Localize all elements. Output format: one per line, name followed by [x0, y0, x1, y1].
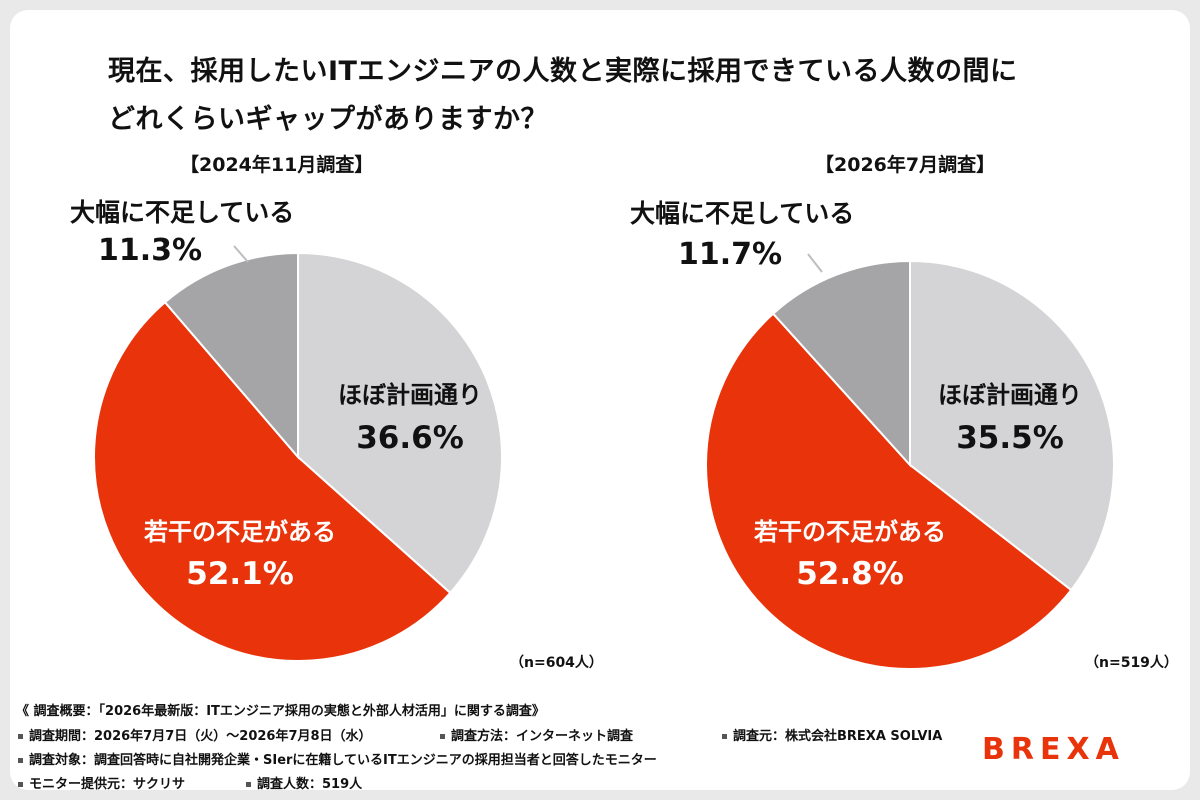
chart-2-slice-3-value: 11.7%	[678, 237, 782, 272]
footer-count-text: 調査人数：519人	[257, 777, 363, 790]
footer-target: 調査対象：調査回答時に自社開発企業・SIerに在籍しているITエンジニアの採用担…	[18, 749, 657, 768]
footer-method: 調査方法：インターネット調査	[440, 725, 633, 744]
chart-2-slice-2	[705, 312, 1073, 670]
chart-2-slice-2-value: 52.8%	[796, 556, 904, 592]
chart-2-sample-size: （n=519人）	[1085, 655, 1178, 671]
chart-1-title: 【2024年11月調査】	[180, 154, 374, 176]
footer-period-text: 調査期間：2026年7月7日（火）～2026年7月8日（水）	[29, 729, 372, 744]
chart-1-slice-2-label: 若干の不足がある	[143, 518, 336, 546]
chart-2-slice-3-label: 大幅に不足している	[630, 199, 854, 228]
chart-2-title: 【2026年7月調査】	[815, 154, 996, 176]
footer-source-text: 調査元：株式会社BREXA SOLVIA	[733, 729, 943, 744]
chart-1-slice-3-value: 11.3%	[98, 233, 202, 268]
footer-provider: モニター提供元：サクリサ	[18, 773, 185, 790]
chart-1-slice-1	[297, 251, 503, 595]
chart-2-slice-2-label: 若干の不足がある	[753, 518, 946, 546]
title-line-2: どれくらいギャップがありますか？	[108, 104, 548, 135]
footer-target-text: 調査対象：調査回答時に自社開発企業・SIerに在籍しているITエンジニアの採用担…	[29, 753, 657, 768]
page-title: 現在、採用したいITエンジニアの人数と実際に採用できている人数の間に どれくらい…	[108, 48, 1148, 144]
footer-provider-text: モニター提供元：サクリサ	[29, 777, 186, 790]
title-line-1: 現在、採用したいITエンジニアの人数と実際に採用できている人数の間に	[108, 56, 1018, 87]
chart-2-leader-line	[807, 253, 823, 273]
chart-1-slice-1-value: 36.6%	[356, 420, 464, 456]
chart-1-slice-3	[163, 251, 299, 460]
chart-2-slice-1	[909, 259, 1115, 592]
chart-1-slice-3-label: 大幅に不足している	[70, 198, 294, 227]
survey-footer: 《 調査概要：「2026年最新版：ITエンジニア採用の実態と外部人材活用」に関す…	[10, 696, 1190, 790]
footer-period: 調査期間：2026年7月7日（火）～2026年7月8日（水）	[18, 725, 372, 744]
chart-1-leader-line	[233, 245, 249, 263]
chart-2-slice-3	[771, 259, 911, 468]
brexa-logo: BREXA	[982, 732, 1125, 767]
pie-charts: ほぼ計画通り 36.6% 若干の不足がある 52.1% 大幅に不足している 11.3% ほぼ…	[70, 198, 1115, 670]
chart-1-slice-2	[93, 300, 452, 662]
infographic-card: 現在、採用したいITエンジニアの人数と実際に採用できている人数の間に どれくらい…	[10, 10, 1190, 790]
footer-overview: 《 調査概要：「2026年最新版：ITエンジニア採用の実態と外部人材活用」に関す…	[16, 704, 545, 719]
chart-1-slice-2-value: 52.1%	[186, 556, 294, 592]
footer-source: 調査元：株式会社BREXA SOLVIA	[722, 725, 942, 744]
footer-method-text: 調査方法：インターネット調査	[451, 729, 634, 744]
footer-count: 調査人数：519人	[246, 773, 362, 790]
chart-1-sample-size: （n=604人）	[510, 655, 603, 671]
chart-2-slice-1-label: ほぼ計画通り	[938, 381, 1082, 409]
chart-2-slice-1-value: 35.5%	[956, 420, 1064, 456]
chart-1-slice-1-label: ほぼ計画通り	[338, 381, 482, 409]
